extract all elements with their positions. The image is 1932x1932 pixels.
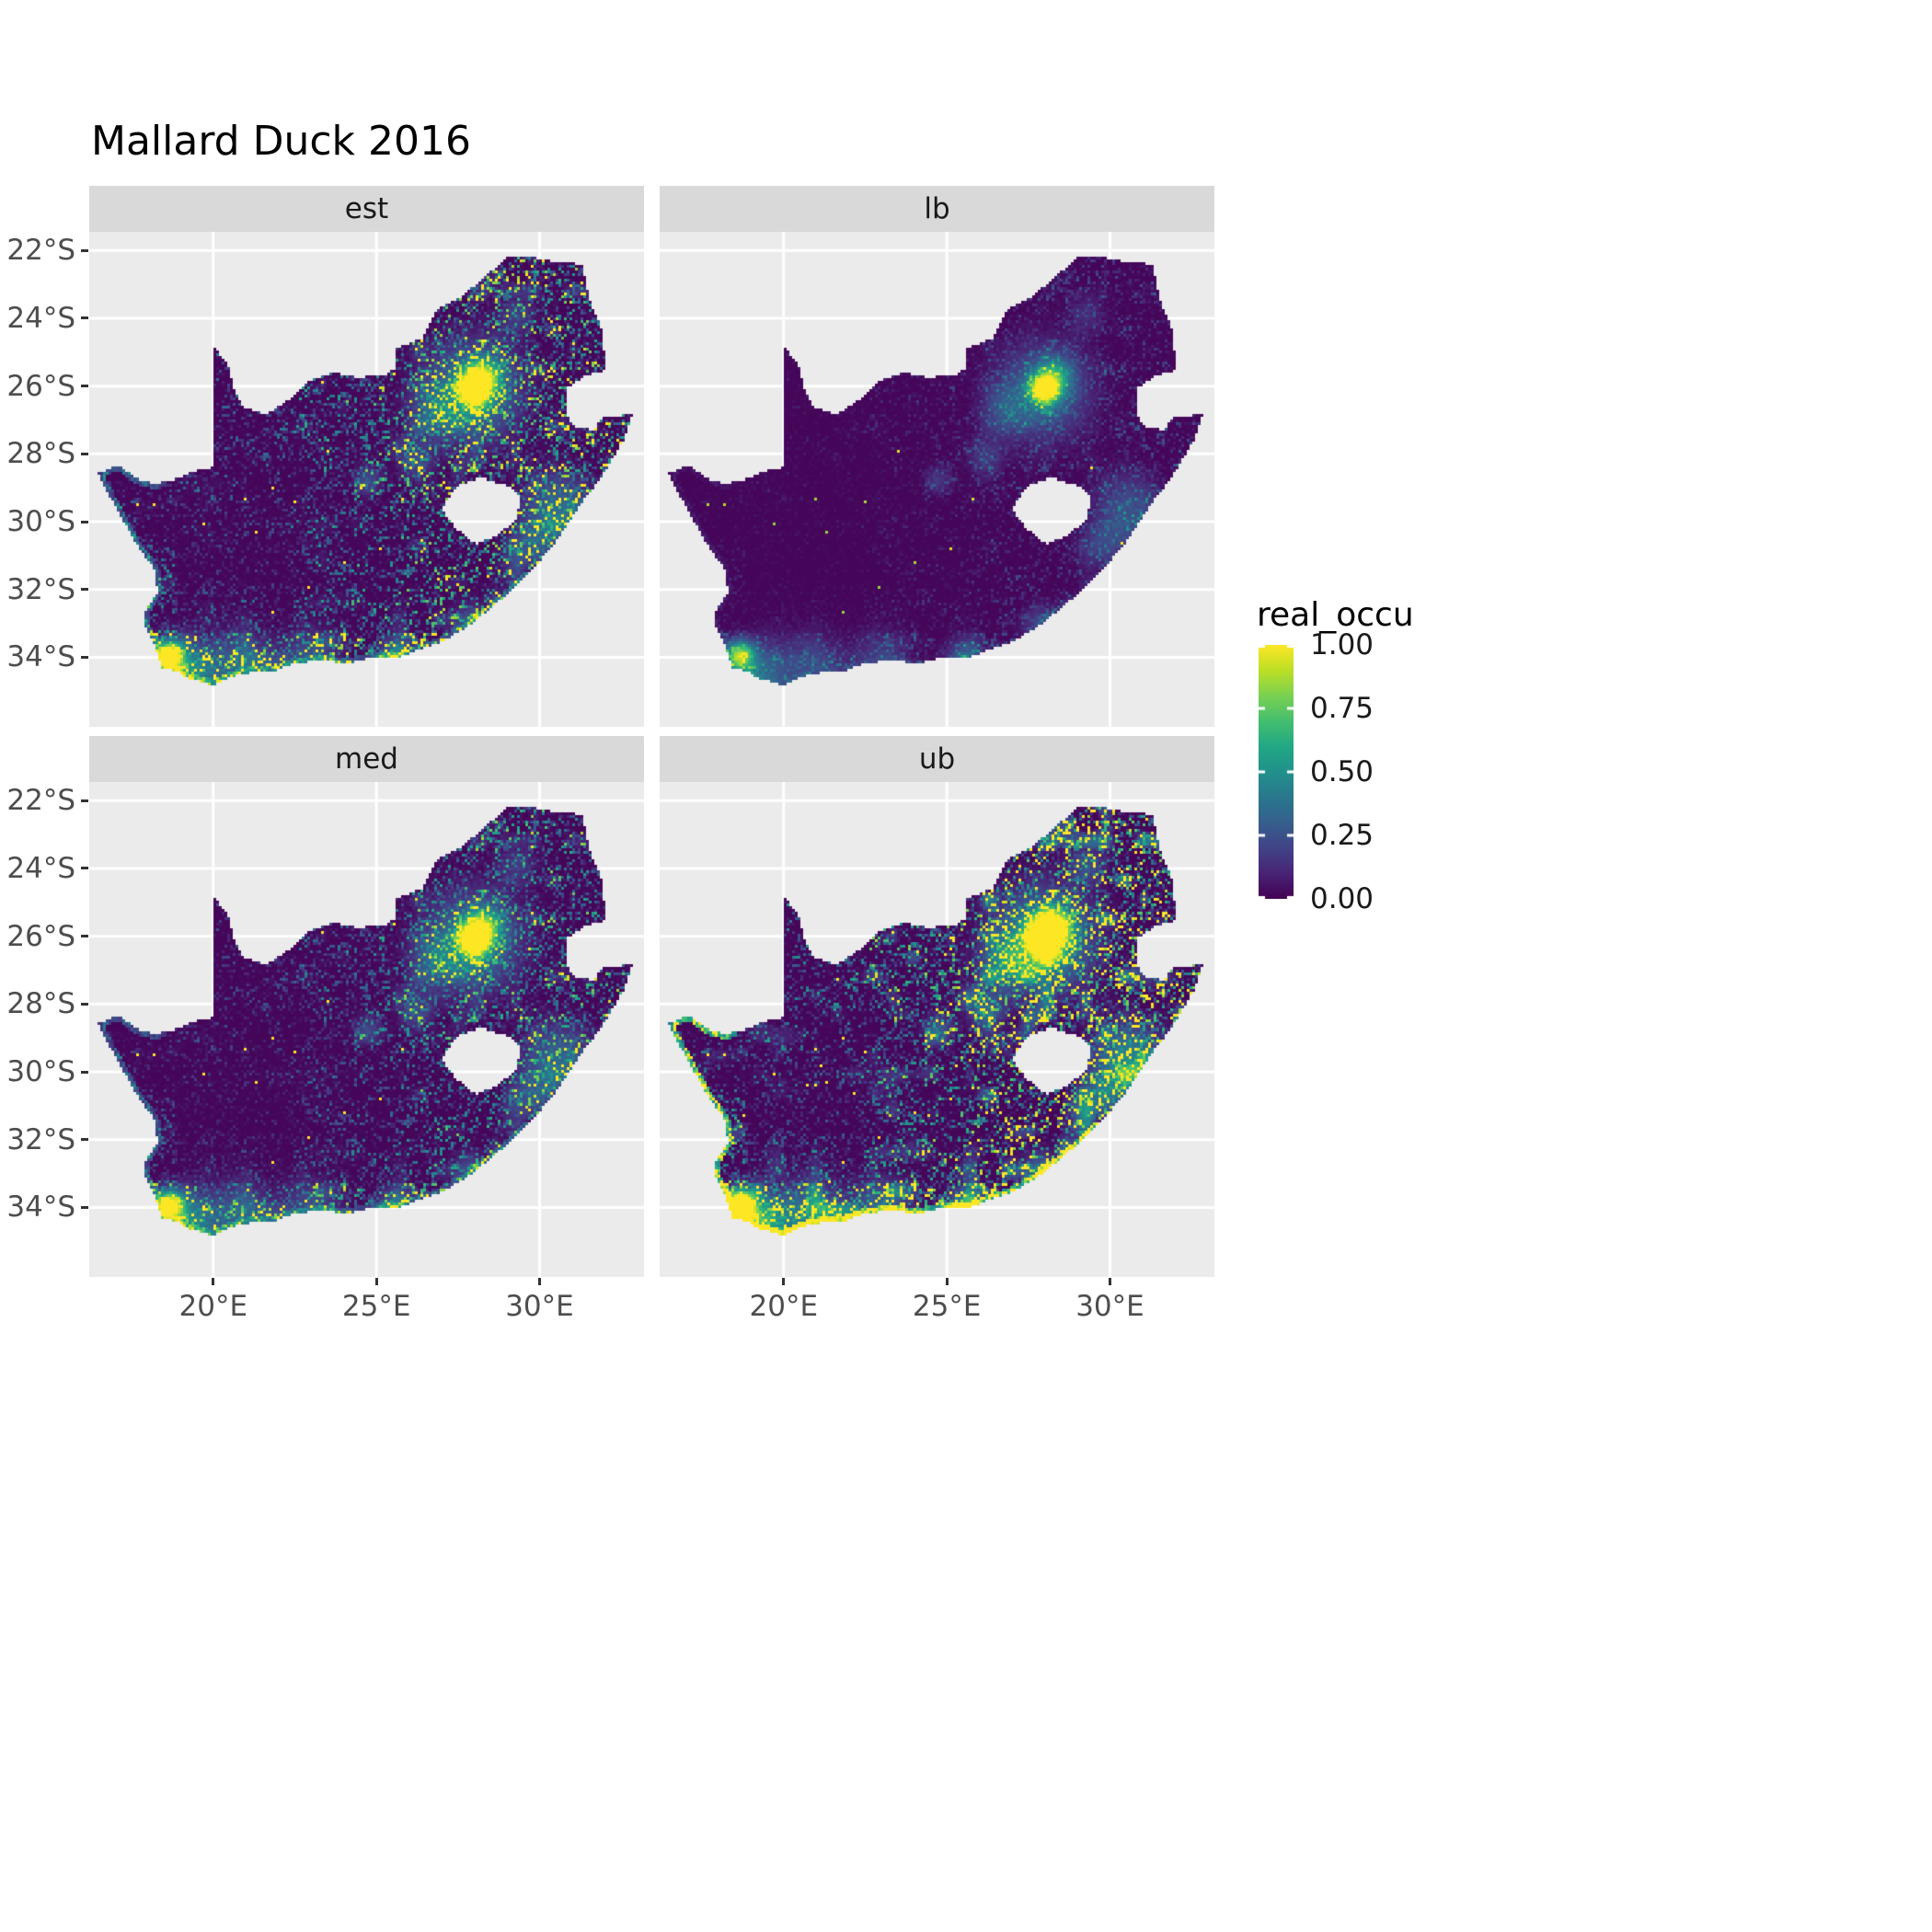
x-axis-tick-mark xyxy=(945,1278,949,1285)
y-axis-tick-label: 28°S xyxy=(6,437,75,471)
y-axis-tick-label: 22°S xyxy=(6,784,75,818)
y-axis-tick-label: 22°S xyxy=(6,234,75,268)
y-axis-tick-mark xyxy=(81,1205,88,1209)
y-axis-tick-mark xyxy=(81,588,88,592)
y-axis-tick-label: 34°S xyxy=(6,1190,75,1225)
y-axis-tick-label: 32°S xyxy=(6,572,75,606)
facet-label-ub: ub xyxy=(918,742,956,776)
y-axis-tick-mark xyxy=(81,1002,88,1006)
x-axis-tick-label: 20°E xyxy=(749,1290,819,1323)
y-axis-tick-label: 30°S xyxy=(6,505,75,539)
y-axis-tick-mark xyxy=(81,316,88,320)
y-axis-tick-mark xyxy=(81,1138,88,1142)
y-axis-tick-label: 24°S xyxy=(6,301,75,335)
y-axis-tick-mark xyxy=(81,935,88,938)
x-axis-tick-mark xyxy=(374,1278,378,1285)
facet-label-med: med xyxy=(335,742,398,776)
legend-title: real_occu xyxy=(1257,596,1414,634)
map-panel-ub xyxy=(660,782,1214,1277)
legend-colorbar xyxy=(1259,645,1294,899)
facet-label-est: est xyxy=(344,192,389,225)
x-axis-tick-label: 25°E xyxy=(912,1290,982,1323)
y-axis-tick-label: 26°S xyxy=(6,919,75,953)
legend-tick-label: 0.75 xyxy=(1310,692,1374,725)
x-axis-tick-mark xyxy=(1108,1278,1111,1285)
y-axis-tick-label: 30°S xyxy=(6,1055,75,1089)
y-axis-tick-mark xyxy=(81,655,88,659)
facet-strip-est: est xyxy=(89,186,644,232)
plot-title: Mallard Duck 2016 xyxy=(91,118,471,165)
facet-label-lb: lb xyxy=(924,192,950,225)
x-axis-tick-mark xyxy=(782,1278,786,1285)
x-axis-tick-label: 25°E xyxy=(341,1290,411,1323)
y-axis-tick-mark xyxy=(81,1070,88,1074)
x-axis-tick-label: 30°E xyxy=(1075,1290,1144,1323)
map-panel-lb xyxy=(660,232,1214,727)
x-axis-tick-mark xyxy=(212,1278,215,1285)
legend-tick-label: 0.25 xyxy=(1310,819,1374,852)
x-axis-tick-mark xyxy=(537,1278,541,1285)
y-axis-tick-label: 24°S xyxy=(6,851,75,885)
map-panel-med xyxy=(89,782,644,1277)
y-axis-tick-mark xyxy=(81,248,88,252)
legend-tick-label: 1.00 xyxy=(1310,628,1374,661)
y-axis-tick-label: 32°S xyxy=(6,1122,75,1156)
x-axis-tick-label: 30°E xyxy=(505,1290,574,1323)
map-panel-est xyxy=(89,232,644,727)
facet-strip-ub: ub xyxy=(660,736,1214,782)
y-axis-tick-mark xyxy=(81,385,88,388)
y-axis-tick-mark xyxy=(81,799,88,802)
facet-strip-lb: lb xyxy=(660,186,1214,232)
y-axis-tick-mark xyxy=(81,867,88,870)
legend-tick-label: 0.50 xyxy=(1310,755,1374,788)
legend-tick-label: 0.00 xyxy=(1310,882,1374,915)
y-axis-tick-label: 26°S xyxy=(6,369,75,403)
y-axis-tick-label: 34°S xyxy=(6,640,75,674)
x-axis-tick-label: 20°E xyxy=(178,1290,248,1323)
y-axis-tick-mark xyxy=(81,452,88,455)
y-axis-tick-label: 28°S xyxy=(6,987,75,1021)
facet-strip-med: med xyxy=(89,736,644,782)
y-axis-tick-mark xyxy=(81,520,88,523)
